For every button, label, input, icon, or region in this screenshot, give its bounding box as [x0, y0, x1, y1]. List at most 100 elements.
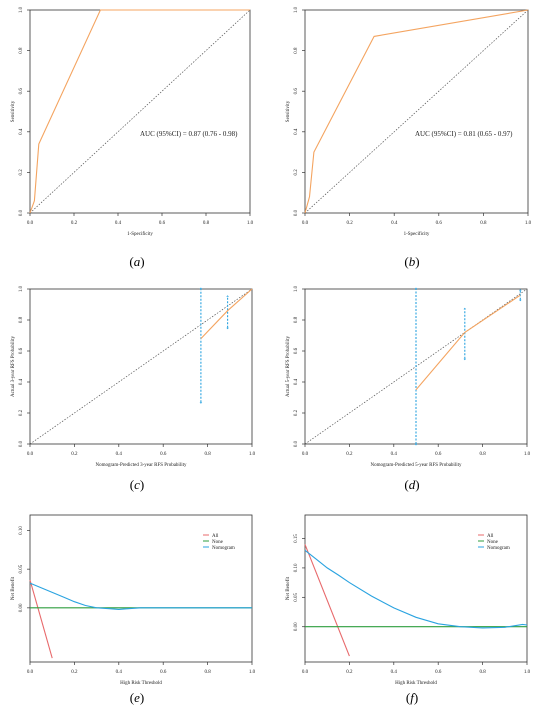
y-tick-label: 1.0 — [294, 285, 299, 292]
y-tick-label: 0.4 — [294, 378, 299, 385]
y-tick-label: 0.0 — [294, 209, 299, 216]
x-tick-label: 0.6 — [436, 221, 443, 226]
series-line — [304, 9, 529, 214]
x-tick-label: 0.2 — [71, 221, 78, 226]
y-tick-label: 0.0 — [19, 209, 24, 216]
y-tick-label: 0.8 — [19, 316, 24, 323]
legend-label: All — [487, 534, 494, 539]
calibration-chart-c: 0.0 0.2 0.4 0.6 0.8 1.0 0.0 0.2 0.4 0.6 0.8 1.0 Nomo… — [11, 285, 256, 468]
error-bar-cap — [519, 289, 522, 291]
x-tick-label: 0.2 — [71, 670, 78, 675]
x-tick-label: 0.4 — [116, 670, 123, 675]
legend-label: All — [212, 534, 219, 539]
y-tick-label: 0.2 — [294, 169, 299, 176]
plot-frame — [29, 9, 251, 214]
x-tick-label: 0.0 — [27, 670, 34, 675]
panel-a: 0.0 0.2 0.4 0.6 0.8 1.0 0.0 0.2 0.4 0.6 0.8 1.0 1-Sp… — [0, 0, 275, 240]
y-tick-label: 0.2 — [19, 409, 24, 416]
series-line — [29, 9, 250, 214]
y-tick-label: 0.8 — [19, 47, 24, 54]
x-tick-label: 0.4 — [116, 452, 123, 457]
x-axis-label: Nomogram-Predicted 5-year RFS Probabilit… — [371, 463, 462, 468]
plot-frame — [29, 514, 253, 663]
caption-letter: e — [134, 690, 140, 705]
panel-c: 0.0 0.2 0.4 0.6 0.8 1.0 0.0 0.2 0.4 0.6 0.8 1.0 Nomo… — [0, 277, 275, 468]
series-line — [415, 294, 521, 391]
error-bar-cap — [519, 299, 522, 302]
x-tick-label: 0.0 — [302, 221, 309, 226]
error-bar-cap — [463, 307, 467, 310]
x-tick-label: 1.0 — [247, 221, 254, 226]
caption-letter: c — [134, 477, 140, 492]
y-tick-label: 0.4 — [294, 128, 299, 135]
plot-frame — [304, 514, 528, 663]
series-line — [200, 288, 253, 339]
x-tick-label: 0.6 — [435, 452, 442, 457]
caption-e: (e) — [129, 690, 145, 705]
x-tick-label: 0.2 — [346, 452, 353, 457]
x-tick-label: 0.0 — [27, 221, 34, 226]
y-tick-label: 0.6 — [294, 347, 299, 354]
series-line-nomogram — [304, 549, 528, 629]
legend-label: Nomogram — [212, 546, 235, 551]
y-tick-label: 0.4 — [19, 128, 24, 135]
reference-diagonal-line — [304, 9, 529, 214]
y-axis-label: Net Benefit — [286, 576, 291, 600]
y-tick-label: 1.0 — [294, 6, 299, 13]
legend-label: Nomogram — [487, 546, 510, 551]
x-tick-label: 1.0 — [524, 670, 531, 675]
caption-letter: a — [133, 254, 141, 269]
panel-f: 0.0 0.2 0.4 0.6 0.8 1.0 0.00 0.05 0.10 0.15 High R… — [275, 505, 550, 686]
x-tick-label: 0.4 — [391, 452, 398, 457]
series-line-all — [304, 544, 350, 657]
x-tick-label: 0.8 — [204, 670, 211, 675]
error-bar-cap — [463, 358, 467, 361]
panel-e: 0.0 0.2 0.4 0.6 0.8 1.0 0.00 0.05 0.10 High Risk … — [0, 505, 275, 686]
x-tick-label: 0.8 — [204, 452, 211, 457]
dca-chart-e: 0.0 0.2 0.4 0.6 0.8 1.0 0.00 0.05 0.10 High Risk … — [11, 514, 256, 686]
panel-b: 0.0 0.2 0.4 0.6 0.8 1.0 0.0 0.2 0.4 0.6 0.8 1.0 1-Sp… — [275, 0, 550, 240]
caption-a: (a) — [129, 254, 145, 269]
y-tick-label: 0.10 — [294, 563, 299, 572]
caption-d: (d) — [404, 477, 420, 492]
y-axis-label: Sensitivity — [11, 100, 16, 122]
y-tick-label: 0.05 — [19, 564, 24, 573]
caption-f: (f) — [405, 690, 419, 705]
y-tick-label: 1.0 — [19, 6, 24, 13]
x-tick-label: 0.2 — [346, 670, 353, 675]
y-tick-label: 0.8 — [294, 47, 299, 54]
caption-c: (c) — [129, 477, 145, 492]
x-tick-label: 0.8 — [479, 452, 486, 457]
y-tick-label: 0.2 — [19, 169, 24, 176]
y-tick-label: 0.00 — [294, 622, 299, 631]
x-tick-label: 0.6 — [159, 221, 166, 226]
plot-frame — [29, 288, 253, 445]
x-tick-label: 0.6 — [435, 670, 442, 675]
x-tick-label: 0.2 — [71, 452, 78, 457]
reference-diagonal-line — [29, 9, 251, 214]
series-line-nomogram — [29, 582, 252, 610]
x-axis-label: 1-Specificity — [404, 232, 430, 237]
y-tick-label: 0.0 — [19, 440, 24, 447]
x-tick-label: 0.6 — [160, 452, 167, 457]
auc-annotation: AUC (95%CI) = 0.87 (0.76 - 0.98) — [140, 130, 238, 138]
caption-letter: d — [408, 477, 416, 492]
error-bar-cap — [414, 287, 418, 289]
y-tick-label: 0.6 — [19, 88, 24, 95]
legend-label: None — [487, 540, 499, 545]
x-tick-label: 0.8 — [479, 670, 486, 675]
y-tick-label: 0.8 — [294, 316, 299, 323]
y-tick-label: 0.6 — [19, 347, 24, 354]
reference-diagonal-line — [29, 288, 253, 445]
x-tick-label: 0.6 — [160, 670, 167, 675]
x-tick-label: 1.0 — [524, 452, 531, 457]
x-tick-label: 0.0 — [27, 452, 34, 457]
error-bar-cap — [199, 287, 203, 289]
x-tick-label: 0.4 — [115, 221, 122, 226]
error-bar-cap — [226, 295, 229, 297]
y-tick-label: 0.0 — [294, 440, 299, 447]
y-axis-label: Actual 3-year RFS Probability — [11, 336, 16, 397]
roc-chart-b: 0.0 0.2 0.4 0.6 0.8 1.0 0.0 0.2 0.4 0.6 0.8 1.0 1-Sp… — [286, 6, 532, 237]
x-tick-label: 0.0 — [302, 452, 309, 457]
y-tick-label: 0.2 — [294, 409, 299, 416]
